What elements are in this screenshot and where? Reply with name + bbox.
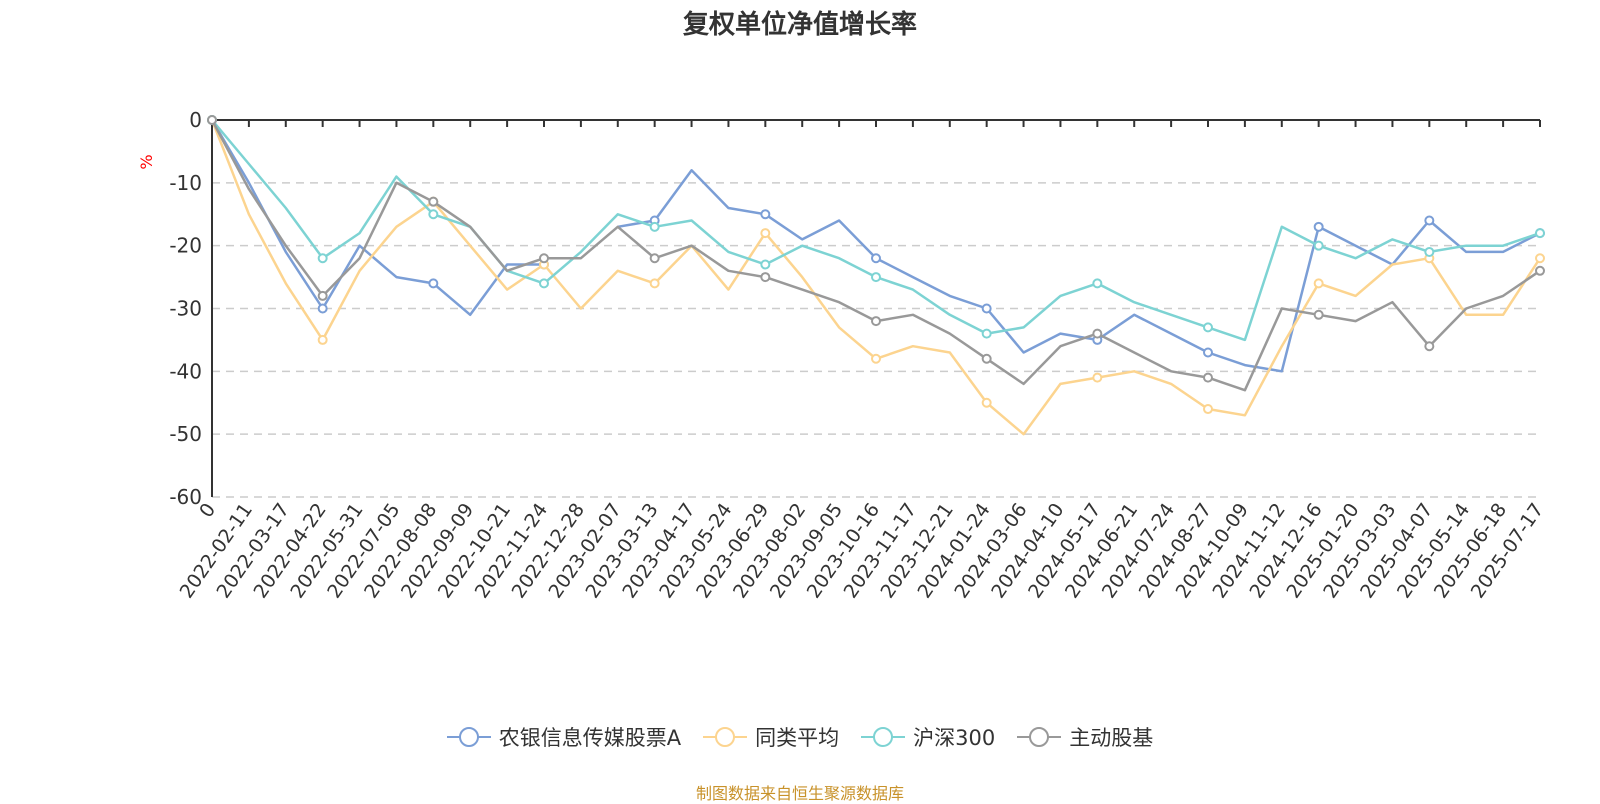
y-tick-label: 0	[189, 108, 202, 132]
series-point	[1424, 341, 1435, 352]
source-note: 制图数据来自恒生聚源数据库	[695, 784, 904, 803]
series-point	[1313, 278, 1324, 289]
series-point	[1203, 372, 1213, 383]
legend-item[interactable]: 同类平均	[703, 722, 839, 752]
y-tick-label: -30	[169, 297, 202, 321]
series-point	[428, 196, 439, 207]
legend-swatch	[446, 727, 491, 747]
legend-swatch	[1017, 727, 1062, 747]
legend-item[interactable]: 沪深300	[861, 722, 995, 752]
series-point	[760, 228, 771, 239]
y-tick-label: -50	[169, 422, 202, 446]
series-point	[981, 397, 992, 408]
series-point	[871, 353, 881, 364]
series-point	[760, 259, 771, 270]
series-point	[317, 303, 328, 314]
y-tick-label: -40	[169, 359, 202, 383]
series-point	[1535, 253, 1545, 264]
series-point	[1203, 322, 1213, 333]
series-point	[1313, 221, 1324, 232]
legend-item[interactable]: 农银信息传媒股票A	[446, 722, 682, 752]
series-point	[1313, 309, 1324, 320]
series-point	[1203, 347, 1213, 358]
chart-title: 复权单位净值增长率	[682, 10, 917, 40]
series-point	[649, 253, 660, 264]
series-point	[207, 115, 217, 125]
legend-swatch	[861, 727, 906, 747]
series-point	[1424, 215, 1435, 226]
y-axis-unit-label: %	[137, 154, 156, 169]
series-point	[317, 290, 328, 301]
legend-label: 主动股基	[1069, 726, 1154, 750]
series-point	[871, 316, 881, 327]
series-point	[317, 334, 328, 345]
series-layer	[207, 115, 1545, 436]
series-point	[649, 278, 660, 289]
series-point	[428, 278, 439, 289]
legend-label: 沪深300	[913, 726, 996, 750]
series-point	[1092, 278, 1103, 289]
series-point	[871, 272, 881, 283]
series-point	[981, 328, 992, 339]
series-line-2	[211, 119, 1541, 342]
series-point	[428, 209, 439, 220]
y-tick-label: -10	[169, 171, 202, 195]
series-point	[1092, 328, 1103, 339]
series-point	[760, 209, 771, 220]
series-point	[1313, 240, 1324, 251]
legend-item[interactable]: 主动股基	[1017, 722, 1153, 752]
series-point	[981, 353, 992, 364]
y-tick-label: -20	[169, 234, 202, 258]
legend-label: 农银信息传媒股票A	[498, 726, 682, 750]
legend: 农银信息传媒股票A 同类平均 沪深300 主动股基	[0, 722, 1600, 752]
series-point	[981, 303, 992, 314]
series-point	[539, 253, 549, 264]
series-point	[1092, 372, 1103, 383]
series-point	[1203, 404, 1213, 415]
series-point	[317, 253, 328, 264]
x-tick-label: 0	[195, 499, 220, 522]
legend-label: 同类平均	[755, 726, 840, 750]
series-point	[649, 221, 660, 232]
series-point	[1535, 228, 1545, 239]
series-point	[1424, 246, 1435, 257]
series-point	[871, 253, 881, 264]
grid-layer	[212, 182, 1540, 498]
legend-swatch	[703, 727, 748, 747]
series-point	[539, 278, 549, 289]
series-point	[760, 272, 771, 283]
y-tick-label: -60	[169, 485, 202, 509]
series-point	[1535, 265, 1545, 276]
